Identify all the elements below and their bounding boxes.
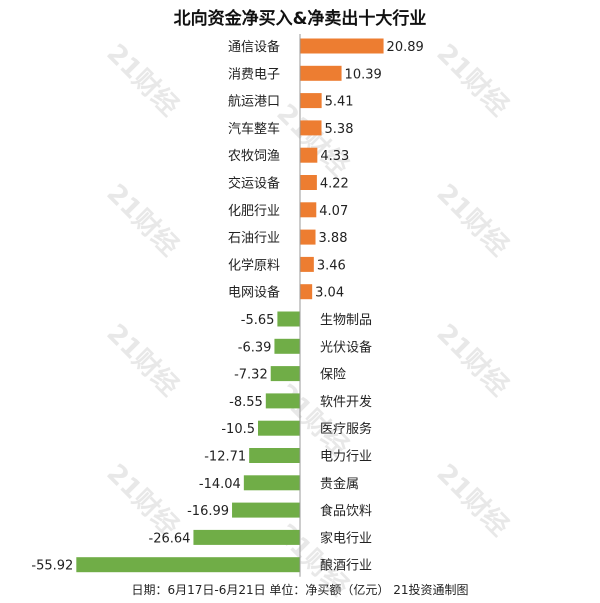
category-label: 消费电子: [228, 67, 280, 82]
value-label: 3.88: [319, 231, 348, 246]
bar: [249, 448, 300, 463]
category-label: 生物制品: [320, 313, 372, 328]
bar: [76, 557, 300, 573]
category-label: 贵金属: [320, 476, 359, 492]
category-label: 汽车整车: [228, 121, 280, 137]
bar: [270, 366, 300, 382]
bar: [300, 229, 316, 245]
bar: [300, 120, 322, 136]
bar: [300, 175, 317, 190]
value-label: -7.32: [234, 368, 268, 383]
value-label: 5.41: [325, 95, 354, 110]
value-label: -14.04: [199, 477, 241, 492]
category-label: 酿酒行业: [320, 558, 372, 574]
category-label: 农牧饲渔: [228, 149, 280, 164]
value-label: 4.07: [319, 204, 348, 219]
category-label: 航运港口: [228, 94, 280, 110]
category-label: 电网设备: [228, 285, 280, 301]
bar: [300, 65, 342, 81]
category-label: 化肥行业: [228, 204, 280, 219]
bar: [300, 202, 317, 218]
category-label: 光伏设备: [320, 339, 372, 355]
value-label: 5.38: [325, 122, 354, 137]
bar: [277, 311, 300, 327]
category-label: 交运设备: [228, 176, 280, 192]
category-label: 保险: [320, 368, 346, 383]
category-label: 医疗服务: [320, 421, 372, 437]
value-label: -26.64: [149, 531, 191, 546]
value-label: -16.99: [187, 504, 229, 519]
bar: [300, 284, 313, 300]
bar: [193, 529, 300, 545]
bar: [265, 393, 300, 409]
value-label: 3.46: [317, 258, 346, 273]
value-label: -6.39: [238, 340, 272, 355]
value-label: 4.22: [320, 177, 349, 192]
value-label: -5.65: [241, 313, 275, 328]
category-label: 石油行业: [228, 231, 280, 246]
bar: [243, 475, 300, 491]
value-label: 20.89: [387, 40, 424, 55]
bar: [300, 256, 314, 272]
value-label: 10.39: [345, 67, 382, 82]
chart-footer: 日期：6月17日-6月21日 单位：净买额（亿元） 21投资通制图: [131, 583, 469, 597]
value-label: 4.33: [320, 149, 349, 164]
bar: [274, 338, 300, 354]
category-label: 通信设备: [228, 39, 280, 55]
bar: [300, 93, 322, 109]
category-label: 电力行业: [320, 450, 372, 465]
value-label: -8.55: [229, 395, 263, 410]
value-label: -12.71: [204, 450, 246, 465]
category-label: 软件开发: [320, 394, 372, 410]
bar-chart: 通信设备 20.89 消费电子 10.39 航运港口 5.41 汽车整车 5.38 农牧饲渔 4.…: [31, 34, 424, 577]
category-label: 食品饮料: [320, 503, 372, 519]
value-label: -10.5: [221, 422, 255, 437]
category-label: 家电行业: [320, 530, 372, 546]
bar: [300, 147, 318, 163]
chart-title: 北向资金净买入&净卖出十大行业: [173, 9, 427, 29]
bar: [232, 502, 300, 518]
category-label: 化学原料: [228, 257, 280, 273]
value-label: 3.04: [315, 286, 344, 301]
bar: [258, 420, 300, 436]
value-label: -55.92: [31, 559, 73, 574]
bar: [300, 38, 384, 54]
